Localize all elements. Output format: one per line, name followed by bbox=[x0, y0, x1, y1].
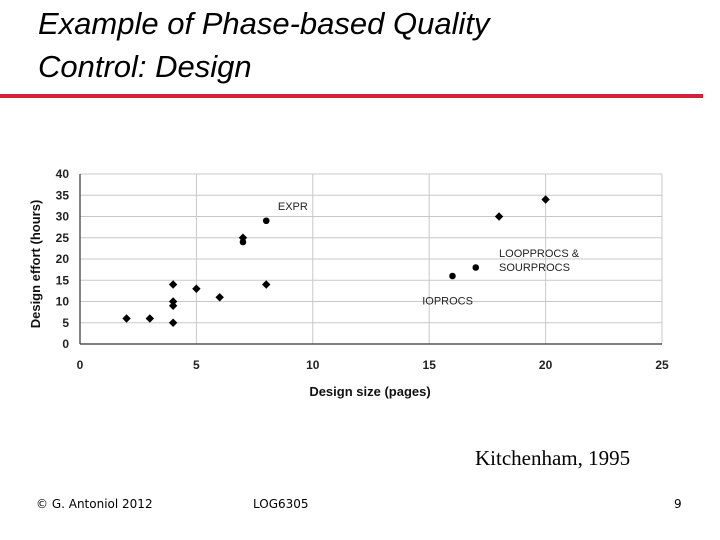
x-tick-label: 5 bbox=[193, 358, 200, 372]
y-tick-label: 15 bbox=[56, 273, 70, 287]
scatter-chart: 0 5 10 15 20 25 30 35 40 0 5 10 15 20 25 Design size (p… bbox=[28, 167, 669, 399]
y-tick-label: 40 bbox=[56, 167, 70, 181]
data-point-diamond bbox=[168, 280, 178, 289]
chart-annotation: SOURPROCS bbox=[499, 262, 570, 274]
y-tick-label: 10 bbox=[56, 295, 70, 309]
x-axis-title: Design size (pages) bbox=[309, 384, 430, 399]
y-tick-label: 25 bbox=[56, 231, 70, 245]
data-point-diamond bbox=[262, 280, 271, 289]
y-tick-label: 0 bbox=[62, 337, 69, 351]
data-point-diamond bbox=[494, 212, 504, 221]
chart-annotation: EXPR bbox=[278, 201, 308, 213]
data-point-diamond bbox=[145, 314, 155, 323]
footer-copyright: © G. Antoniol 2012 bbox=[36, 497, 153, 511]
data-point-diamond bbox=[192, 284, 201, 293]
slide-title: Example of Phase-based Quality Control: … bbox=[38, 2, 698, 88]
x-tick-label: 10 bbox=[306, 358, 320, 372]
citation: Kitchenham, 1995 bbox=[475, 446, 631, 470]
y-axis-title: Design effort (hours) bbox=[28, 200, 43, 329]
data-point-circle bbox=[262, 217, 270, 225]
page-number: 9 bbox=[674, 497, 682, 511]
data-point-diamond bbox=[168, 301, 178, 310]
data-point-circle bbox=[472, 264, 480, 271]
x-tick-label: 25 bbox=[655, 358, 669, 372]
data-point-diamond bbox=[215, 293, 224, 302]
data-point-circle bbox=[239, 238, 247, 246]
x-tick-label: 20 bbox=[539, 358, 553, 372]
x-tick-label: 15 bbox=[423, 358, 437, 372]
footer-course-code: LOG6305 bbox=[253, 497, 309, 511]
y-tick-label: 30 bbox=[56, 210, 70, 224]
y-tick-label: 5 bbox=[62, 316, 69, 330]
title-divider bbox=[0, 94, 703, 98]
chart-annotation: IOPROCS bbox=[422, 295, 473, 307]
data-point-diamond bbox=[541, 195, 550, 204]
data-point-diamond bbox=[122, 314, 131, 323]
data-point-diamond bbox=[168, 318, 178, 327]
y-tick-label: 20 bbox=[56, 252, 70, 266]
slide-title-line-2: Control: Design bbox=[38, 49, 252, 84]
data-point-diamond bbox=[168, 297, 178, 306]
chart-annotation: LOOPPROCS & bbox=[499, 248, 580, 260]
slide-title-line-1: Example of Phase-based Quality bbox=[38, 6, 490, 41]
data-point-circle bbox=[449, 272, 456, 280]
x-tick-label: 0 bbox=[77, 358, 84, 372]
y-tick-label: 35 bbox=[56, 188, 70, 202]
